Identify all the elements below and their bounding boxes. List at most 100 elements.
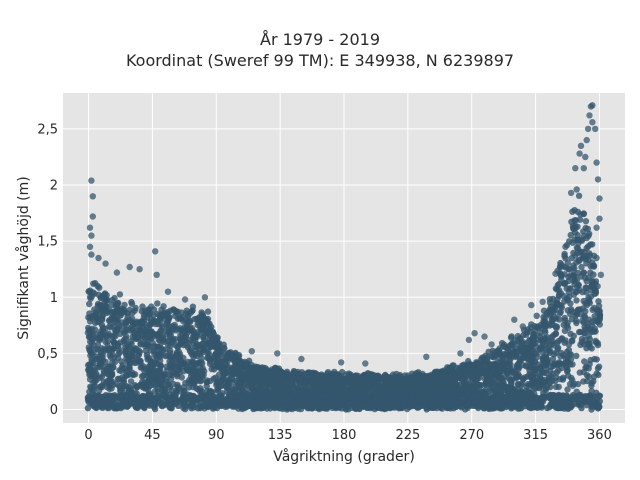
data-point bbox=[136, 348, 143, 356]
data-point bbox=[104, 342, 111, 349]
data-point bbox=[171, 312, 179, 320]
data-point bbox=[188, 377, 196, 385]
data-point bbox=[585, 365, 592, 372]
data-point bbox=[172, 341, 179, 349]
data-point bbox=[118, 306, 125, 313]
data-point bbox=[429, 398, 437, 405]
data-point bbox=[153, 355, 160, 362]
data-point bbox=[99, 351, 106, 358]
data-point bbox=[485, 348, 492, 355]
data-point bbox=[404, 372, 411, 379]
data-point bbox=[541, 327, 549, 334]
data-point bbox=[199, 360, 206, 367]
data-point bbox=[493, 364, 500, 371]
data-point bbox=[116, 382, 123, 390]
data-point bbox=[569, 208, 576, 215]
data-point bbox=[537, 365, 544, 373]
data-point bbox=[160, 303, 167, 310]
data-point bbox=[533, 312, 540, 319]
data-point bbox=[104, 338, 111, 345]
data-point bbox=[122, 335, 130, 342]
data-point bbox=[249, 371, 256, 379]
data-point bbox=[590, 304, 598, 312]
data-point bbox=[109, 296, 116, 304]
data-point bbox=[105, 330, 112, 337]
data-point bbox=[155, 320, 162, 328]
data-point bbox=[363, 377, 370, 384]
data-point bbox=[564, 386, 571, 393]
data-point bbox=[567, 361, 574, 368]
data-point bbox=[214, 334, 221, 342]
data-point bbox=[243, 361, 251, 369]
data-point bbox=[97, 383, 104, 391]
data-point bbox=[392, 403, 400, 410]
data-point bbox=[550, 304, 558, 312]
data-point bbox=[100, 367, 108, 375]
data-point bbox=[84, 404, 92, 412]
data-point bbox=[295, 376, 303, 383]
data-point bbox=[528, 361, 535, 368]
data-point bbox=[123, 326, 131, 334]
data-point bbox=[573, 297, 580, 304]
data-point bbox=[374, 387, 381, 395]
data-point bbox=[436, 376, 443, 383]
data-point bbox=[90, 280, 97, 287]
data-point bbox=[564, 319, 571, 327]
data-point bbox=[524, 326, 531, 333]
data-point bbox=[549, 392, 557, 399]
data-point bbox=[587, 293, 595, 300]
data-point bbox=[300, 392, 307, 399]
data-point bbox=[501, 366, 509, 373]
data-point bbox=[589, 318, 596, 325]
data-point bbox=[213, 382, 220, 389]
data-point bbox=[182, 327, 189, 334]
data-point bbox=[171, 323, 178, 331]
data-point bbox=[202, 396, 210, 404]
data-point bbox=[166, 371, 173, 378]
data-point bbox=[571, 264, 578, 272]
data-point bbox=[145, 306, 152, 313]
data-point bbox=[177, 325, 184, 332]
data-point bbox=[220, 341, 227, 348]
data-point bbox=[197, 350, 204, 358]
data-point bbox=[133, 384, 141, 391]
data-point bbox=[88, 345, 95, 352]
data-point bbox=[463, 385, 470, 393]
data-point bbox=[536, 373, 543, 380]
data-point bbox=[590, 262, 598, 269]
data-point bbox=[596, 392, 604, 399]
data-point bbox=[530, 385, 538, 392]
data-point bbox=[540, 307, 548, 314]
data-point bbox=[194, 396, 201, 404]
data-point bbox=[580, 319, 588, 326]
data-point bbox=[577, 328, 584, 336]
data-point bbox=[86, 300, 93, 308]
data-point bbox=[145, 325, 153, 333]
data-point bbox=[502, 358, 509, 365]
data-point bbox=[555, 383, 562, 391]
data-point bbox=[113, 328, 120, 335]
data-point bbox=[145, 370, 153, 377]
data-point bbox=[190, 353, 197, 361]
data-point bbox=[142, 342, 149, 350]
data-point bbox=[566, 293, 573, 301]
data-point bbox=[558, 349, 565, 357]
data-point bbox=[275, 384, 283, 392]
data-point bbox=[241, 389, 248, 396]
data-point bbox=[147, 377, 155, 385]
data-point bbox=[280, 371, 287, 378]
data-point bbox=[586, 230, 593, 237]
data-point bbox=[455, 374, 463, 382]
data-point bbox=[348, 377, 355, 384]
data-point bbox=[204, 308, 212, 315]
data-point bbox=[96, 360, 104, 367]
data-point bbox=[589, 241, 596, 248]
data-point bbox=[127, 358, 134, 366]
data-point bbox=[272, 377, 279, 384]
data-point bbox=[251, 363, 259, 370]
data-point bbox=[296, 381, 303, 389]
data-point bbox=[106, 323, 113, 330]
data-point bbox=[528, 380, 535, 387]
data-point bbox=[593, 356, 600, 363]
data-point bbox=[124, 313, 131, 320]
